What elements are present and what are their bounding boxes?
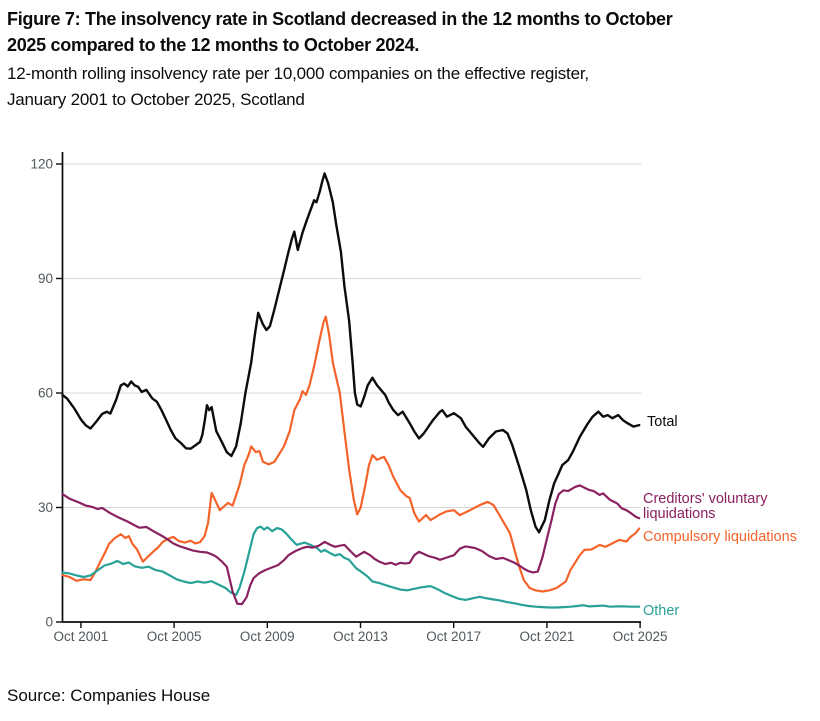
y-axis-tick-label: 60 (38, 386, 53, 401)
x-axis-tick-label: Oct 2013 (333, 629, 388, 644)
other-label: Other (643, 603, 679, 619)
compulsory-liquidations-line (61, 315, 641, 593)
figure-header: Figure 7: The insolvency rate in Scotlan… (7, 6, 813, 113)
creditors-voluntary-liquidations-line (61, 484, 641, 606)
y-axis-tick-label: 30 (38, 500, 53, 515)
y-axis-tick-label: 120 (30, 157, 53, 172)
other-line (61, 525, 641, 609)
figure-subtitle-line-2: January 2001 to October 2025, Scotland (7, 90, 305, 109)
x-axis-tick-label: Oct 2017 (426, 629, 481, 644)
x-axis-tick-label: Oct 2005 (147, 629, 202, 644)
x-axis-tick-label: Oct 2009 (240, 629, 295, 644)
figure-subtitle: 12-month rolling insolvency rate per 10,… (7, 61, 813, 113)
x-axis-tick-label: Oct 2001 (54, 629, 109, 644)
x-axis-tick-label: Oct 2025 (613, 629, 668, 644)
x-axis-tick-label: Oct 2021 (520, 629, 575, 644)
y-axis-tick-label: 0 (45, 615, 53, 630)
figure-subtitle-line-1: 12-month rolling insolvency rate per 10,… (7, 64, 589, 83)
compulsory-liquidations-label: Compulsory liquidations (643, 529, 797, 545)
total-label: Total (647, 414, 678, 430)
creditors-voluntary-liquidations-label: Creditors' voluntary liquidations (643, 491, 768, 522)
figure-title-line-1: Figure 7: The insolvency rate in Scotlan… (7, 9, 673, 29)
figure-title-line-2: 2025 compared to the 12 months to Octobe… (7, 35, 420, 55)
y-axis-tick-label: 90 (38, 271, 53, 286)
source-note: Source: Companies House (7, 686, 211, 705)
total-line (61, 172, 641, 534)
